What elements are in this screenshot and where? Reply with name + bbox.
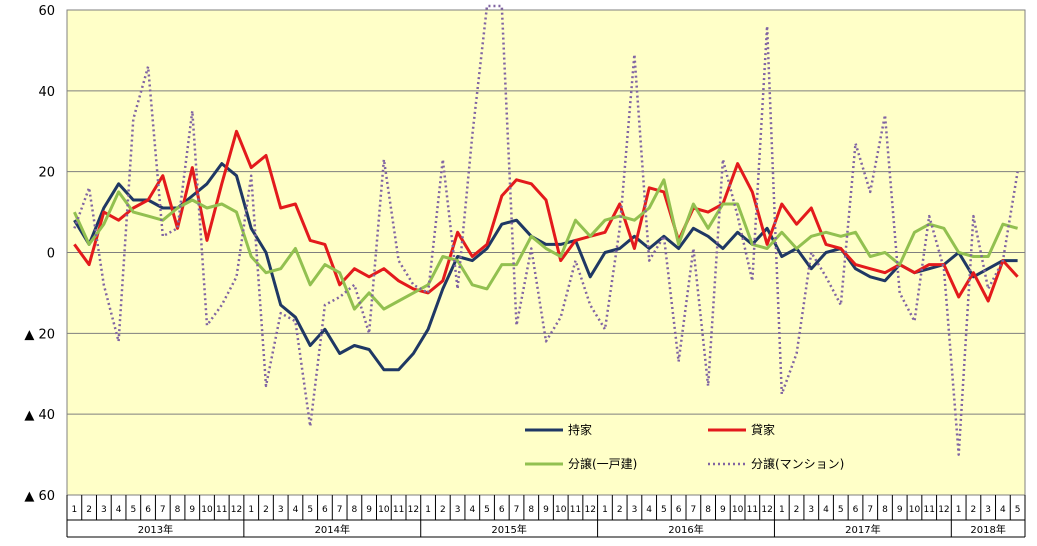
year-label: 2013年 [138, 523, 173, 536]
month-tick-label: 9 [189, 505, 195, 515]
year-label: 2015年 [491, 523, 526, 536]
month-tick-label: 9 [543, 505, 549, 515]
series-line [73, 4, 1019, 456]
month-tick-label: 2 [263, 505, 269, 515]
month-tick-label: 2 [971, 505, 977, 515]
month-tick-label: 4 [823, 505, 829, 515]
month-tick-label: 1 [602, 505, 608, 515]
year-label: 2016年 [668, 523, 703, 536]
month-tick-label: 10 [201, 505, 213, 515]
month-tick-label: 12 [938, 505, 949, 515]
month-tick-label: 4 [646, 505, 652, 515]
month-tick-label: 1 [248, 505, 254, 515]
month-tick-label: 2 [440, 505, 446, 515]
legend-label: 分譲(一戸建) [568, 456, 637, 471]
y-tick-label: 20 [38, 166, 55, 181]
month-tick-label: 12 [231, 505, 242, 515]
month-tick-label: 10 [732, 505, 744, 515]
month-tick-label: 11 [923, 505, 934, 515]
month-tick-label: 8 [528, 505, 534, 515]
year-label: 2017年 [845, 523, 880, 536]
month-tick-label: 4 [1000, 505, 1006, 515]
month-tick-label: 6 [853, 505, 859, 515]
month-tick-label: 4 [469, 505, 475, 515]
y-tick-label: 40 [38, 85, 55, 100]
month-tick-label: 4 [116, 505, 122, 515]
month-tick-label: 5 [838, 505, 844, 515]
month-tick-label: 8 [175, 505, 181, 515]
month-tick-label: 1 [425, 505, 431, 515]
month-tick-label: 8 [352, 505, 358, 515]
month-tick-label: 7 [867, 505, 873, 515]
month-tick-label: 2 [617, 505, 623, 515]
month-tick-label: 5 [307, 505, 313, 515]
month-tick-label: 3 [985, 505, 991, 515]
legend-label: 分譲(マンション) [751, 456, 844, 471]
month-tick-label: 10 [378, 505, 390, 515]
legend-label: 持家 [568, 422, 592, 437]
month-tick-label: 10 [555, 505, 567, 515]
month-tick-label: 8 [882, 505, 888, 515]
month-tick-label: 6 [676, 505, 682, 515]
year-label: 2018年 [970, 523, 1005, 536]
y-tick-label: 60 [38, 4, 55, 19]
series-line [73, 162, 1018, 372]
legend-label: 貸家 [751, 422, 775, 437]
month-tick-label: 3 [808, 505, 814, 515]
month-tick-label: 9 [720, 505, 726, 515]
series-line [73, 178, 1019, 311]
month-tick-label: 11 [216, 505, 227, 515]
x-axis: 1 2 3 4 5 6 7 8 9 10 11 12 1 2 3 4 5 6 7 8 9 10 11 12 1 2 3 4 5 6 7 8 9 1… [66, 495, 1026, 538]
y-tick-label: ▲ 20 [24, 327, 55, 342]
month-tick-label: 7 [514, 505, 520, 515]
month-tick-label: 5 [1015, 505, 1021, 515]
y-tick-label: ▲ 60 [24, 489, 55, 504]
month-tick-label: 2 [86, 505, 92, 515]
month-tick-label: 8 [705, 505, 711, 515]
month-tick-label: 1 [956, 505, 962, 515]
month-tick-label: 6 [322, 505, 328, 515]
month-tick-label: 2 [794, 505, 800, 515]
month-tick-label: 4 [293, 505, 299, 515]
month-tick-label: 9 [366, 505, 372, 515]
month-tick-label: 12 [408, 505, 419, 515]
month-tick-label: 6 [145, 505, 151, 515]
month-tick-label: 6 [499, 505, 505, 515]
month-tick-label: 3 [455, 505, 461, 515]
month-tick-label: 5 [484, 505, 490, 515]
month-tick-label: 11 [570, 505, 581, 515]
month-tick-label: 5 [661, 505, 667, 515]
month-tick-label: 1 [779, 505, 785, 515]
month-tick-label: 11 [747, 505, 758, 515]
month-tick-label: 3 [632, 505, 638, 515]
month-tick-label: 9 [897, 505, 903, 515]
month-tick-label: 3 [278, 505, 284, 515]
y-tick-label: ▲ 40 [24, 408, 55, 423]
month-tick-label: 5 [130, 505, 136, 515]
year-label: 2014年 [315, 523, 350, 536]
y-axis: 60 40 20 0 ▲ 20 ▲ 40 ▲ 60 [24, 4, 55, 504]
series-lines [73, 4, 1019, 456]
month-tick-label: 11 [393, 505, 404, 515]
month-tick-label: 12 [584, 505, 595, 515]
month-tick-label: 12 [761, 505, 772, 515]
month-tick-label: 7 [160, 505, 166, 515]
y-tick-label: 0 [47, 247, 55, 262]
month-tick-label: 3 [101, 505, 107, 515]
month-tick-label: 7 [691, 505, 697, 515]
month-tick-label: 1 [72, 505, 78, 515]
series-line [73, 129, 1019, 303]
month-tick-label: 10 [909, 505, 921, 515]
month-tick-label: 7 [337, 505, 343, 515]
